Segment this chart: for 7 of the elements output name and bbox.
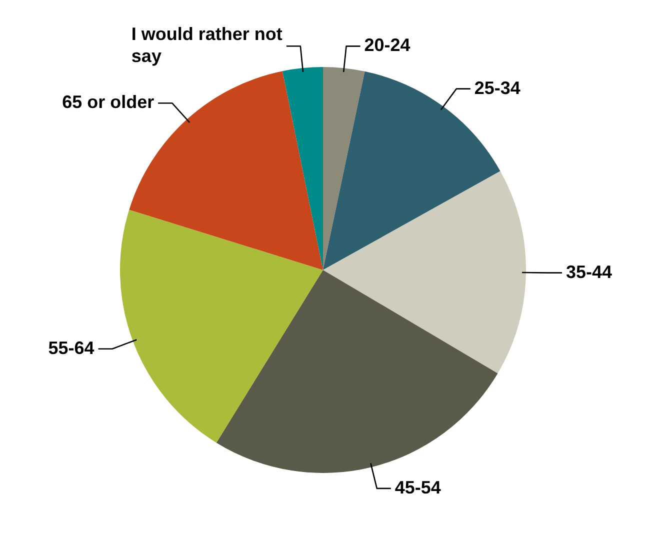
slice-label: 25-34: [474, 78, 520, 98]
slice-label: 35-44: [566, 262, 612, 282]
slice-label: 65 or older: [62, 92, 154, 112]
slice-label: 55-64: [48, 338, 94, 358]
slice-label: 45-54: [394, 477, 441, 498]
slice-label: I would rather not say: [131, 24, 282, 66]
slice-label: 20-24: [364, 35, 410, 56]
